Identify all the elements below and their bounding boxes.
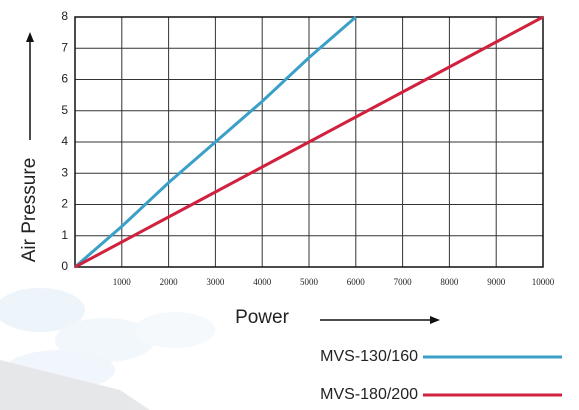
- y-tick-label: 2: [61, 197, 68, 211]
- x-tick-label: 1000: [113, 277, 132, 287]
- legend-label: MVS-180/200: [320, 386, 418, 403]
- x-tick-label: 8000: [440, 277, 459, 287]
- x-tick-label: 3000: [206, 277, 225, 287]
- x-tick-label: 7000: [394, 277, 413, 287]
- plot-frame: [74, 16, 544, 268]
- x-tick-label: 9000: [487, 277, 506, 287]
- x-tick-label: 5000: [300, 277, 319, 287]
- x-tick-label: 10000: [532, 277, 555, 287]
- x-axis-arrowhead: [430, 316, 440, 324]
- data-line: [74, 15, 544, 269]
- data-line: [74, 15, 357, 269]
- legend-label: MVS-130/160: [320, 348, 418, 365]
- x-tick-label: 4000: [253, 277, 272, 287]
- y-tick-label: 4: [61, 134, 68, 148]
- y-tick-label: 8: [61, 9, 68, 23]
- y-axis-label: Air Pressure: [19, 158, 40, 263]
- x-tick-label: 2000: [160, 277, 179, 287]
- x-tick-label: 6000: [347, 277, 366, 287]
- x-axis-label: Power: [235, 307, 290, 328]
- y-tick-label: 7: [61, 40, 68, 54]
- background-decoration: [0, 288, 215, 410]
- y-tick-label: 1: [61, 228, 68, 242]
- y-tick-label: 3: [61, 165, 68, 179]
- y-tick-label: 0: [61, 259, 68, 273]
- y-tick-label: 5: [61, 103, 68, 117]
- y-tick-label: 6: [61, 72, 68, 86]
- y-axis-arrowhead: [26, 32, 34, 42]
